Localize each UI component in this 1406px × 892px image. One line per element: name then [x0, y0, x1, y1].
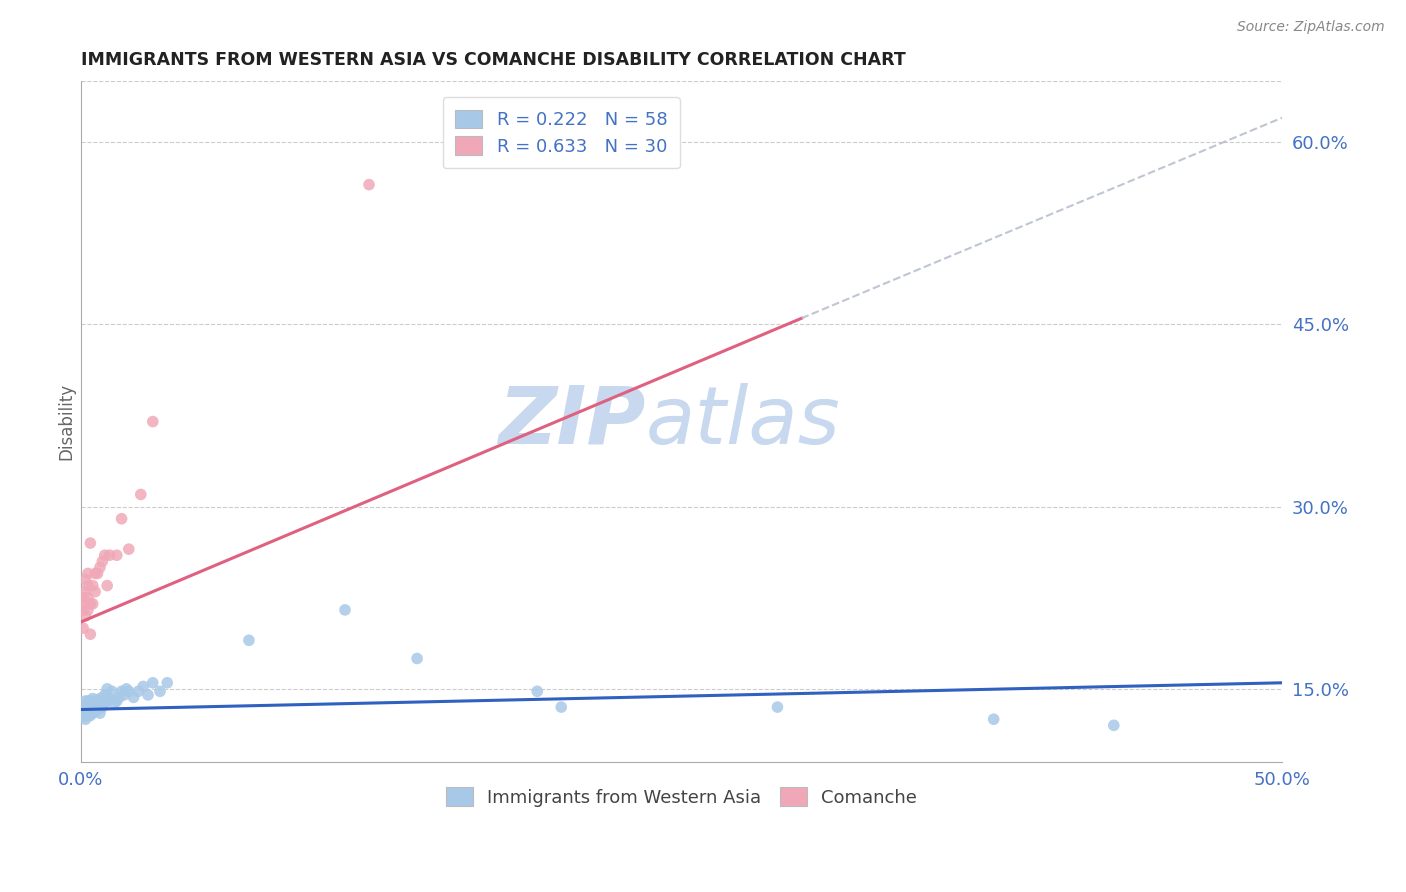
- Point: [105, 694, 128, 708]
- Point: [142, 415, 165, 429]
- Point: [77, 708, 100, 723]
- Point: [127, 684, 149, 698]
- Point: [82, 691, 104, 706]
- Point: [75, 706, 97, 721]
- Point: [91, 691, 114, 706]
- Point: [96, 681, 118, 696]
- Point: [89, 700, 111, 714]
- Point: [72, 603, 94, 617]
- Point: [75, 698, 97, 713]
- Point: [82, 698, 104, 712]
- Point: [75, 597, 97, 611]
- Point: [79, 704, 101, 718]
- Point: [110, 684, 132, 698]
- Point: [82, 706, 104, 721]
- Text: ZIP: ZIP: [498, 383, 645, 460]
- Point: [357, 178, 380, 192]
- Point: [91, 554, 114, 568]
- Point: [77, 603, 100, 617]
- Point: [84, 694, 107, 708]
- Point: [149, 684, 172, 698]
- Point: [77, 694, 100, 708]
- Point: [110, 512, 132, 526]
- Point: [118, 684, 141, 698]
- Point: [79, 597, 101, 611]
- Point: [983, 712, 1005, 726]
- Point: [550, 700, 572, 714]
- Point: [132, 680, 155, 694]
- Point: [77, 700, 100, 714]
- Point: [79, 627, 101, 641]
- Point: [406, 651, 429, 665]
- Point: [238, 633, 260, 648]
- Point: [75, 702, 97, 716]
- Point: [75, 712, 97, 726]
- Point: [118, 542, 141, 557]
- Point: [75, 573, 97, 587]
- Point: [82, 702, 104, 716]
- Point: [89, 706, 111, 721]
- Point: [96, 578, 118, 592]
- Point: [86, 694, 108, 708]
- Text: Source: ZipAtlas.com: Source: ZipAtlas.com: [1237, 20, 1385, 34]
- Point: [89, 691, 111, 706]
- Point: [72, 591, 94, 605]
- Point: [129, 487, 152, 501]
- Point: [79, 698, 101, 713]
- Point: [79, 694, 101, 708]
- Point: [79, 536, 101, 550]
- Point: [105, 548, 128, 562]
- Point: [84, 704, 107, 718]
- Y-axis label: Disability: Disability: [58, 383, 75, 460]
- Point: [98, 691, 121, 706]
- Point: [75, 609, 97, 624]
- Point: [112, 688, 135, 702]
- Point: [101, 684, 124, 698]
- Point: [94, 548, 117, 562]
- Point: [91, 700, 114, 714]
- Point: [82, 597, 104, 611]
- Point: [98, 548, 121, 562]
- Point: [75, 584, 97, 599]
- Text: atlas: atlas: [645, 383, 839, 460]
- Point: [77, 578, 100, 592]
- Point: [136, 688, 159, 702]
- Point: [75, 694, 97, 708]
- Point: [766, 700, 789, 714]
- Point: [72, 710, 94, 724]
- Point: [526, 684, 548, 698]
- Point: [84, 698, 107, 713]
- Point: [122, 690, 145, 705]
- Point: [103, 697, 125, 711]
- Point: [94, 697, 117, 711]
- Point: [84, 584, 107, 599]
- Point: [89, 560, 111, 574]
- Point: [333, 603, 356, 617]
- Point: [115, 681, 138, 696]
- Point: [72, 702, 94, 716]
- Point: [94, 688, 117, 702]
- Text: IMMIGRANTS FROM WESTERN ASIA VS COMANCHE DISABILITY CORRELATION CHART: IMMIGRANTS FROM WESTERN ASIA VS COMANCHE…: [80, 51, 905, 69]
- Point: [77, 591, 100, 605]
- Point: [77, 566, 100, 581]
- Point: [79, 708, 101, 723]
- Point: [108, 690, 131, 705]
- Point: [84, 566, 107, 581]
- Point: [72, 621, 94, 635]
- Point: [156, 675, 179, 690]
- Point: [77, 704, 100, 718]
- Point: [86, 566, 108, 581]
- Point: [96, 694, 118, 708]
- Legend: Immigrants from Western Asia, Comanche: Immigrants from Western Asia, Comanche: [439, 780, 924, 814]
- Point: [142, 675, 165, 690]
- Point: [86, 702, 108, 716]
- Point: [1102, 718, 1125, 732]
- Point: [72, 706, 94, 721]
- Point: [82, 578, 104, 592]
